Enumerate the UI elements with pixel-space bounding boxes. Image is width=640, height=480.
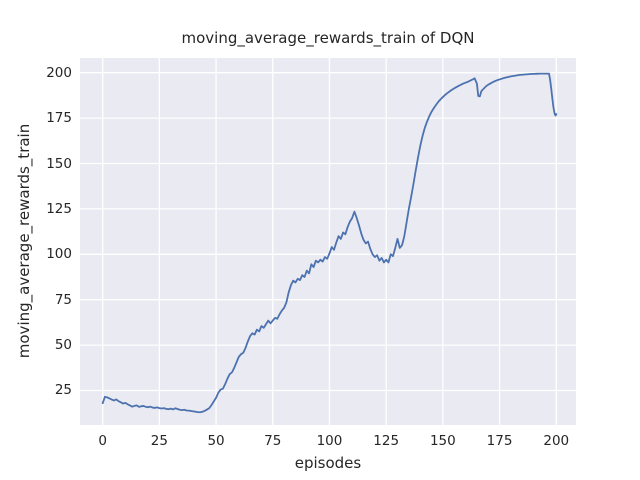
- chart-svg: [80, 58, 576, 425]
- x-tick-label: 100: [316, 433, 343, 449]
- x-tick-label: 150: [429, 433, 456, 449]
- chart-title: moving_average_rewards_train of DQN: [181, 29, 475, 47]
- x-tick-label: 25: [150, 433, 168, 449]
- y-tick-label: 150: [46, 155, 72, 172]
- x-tick-label: 200: [543, 433, 570, 449]
- x-tick-label: 125: [373, 433, 400, 449]
- x-tick-label: 50: [207, 433, 225, 449]
- plot-area: [80, 58, 576, 425]
- y-tick-label: 50: [54, 337, 72, 354]
- y-tick-label: 175: [46, 110, 72, 127]
- gridlines: [80, 58, 576, 425]
- x-tick-label: 175: [486, 433, 513, 449]
- x-axis-label: episodes: [294, 454, 362, 472]
- y-tick-label: 25: [54, 382, 72, 399]
- y-axis-label-text: moving_average_rewards_train: [15, 123, 33, 359]
- x-tick-label: 75: [264, 433, 282, 449]
- y-tick-label: 100: [46, 246, 72, 263]
- x-tick-label: 0: [98, 433, 107, 449]
- y-tick-label: 200: [46, 64, 72, 81]
- reward-curve-line: [101, 72, 558, 414]
- y-tick-label: 75: [54, 291, 72, 308]
- y-tick-label: 125: [46, 200, 72, 217]
